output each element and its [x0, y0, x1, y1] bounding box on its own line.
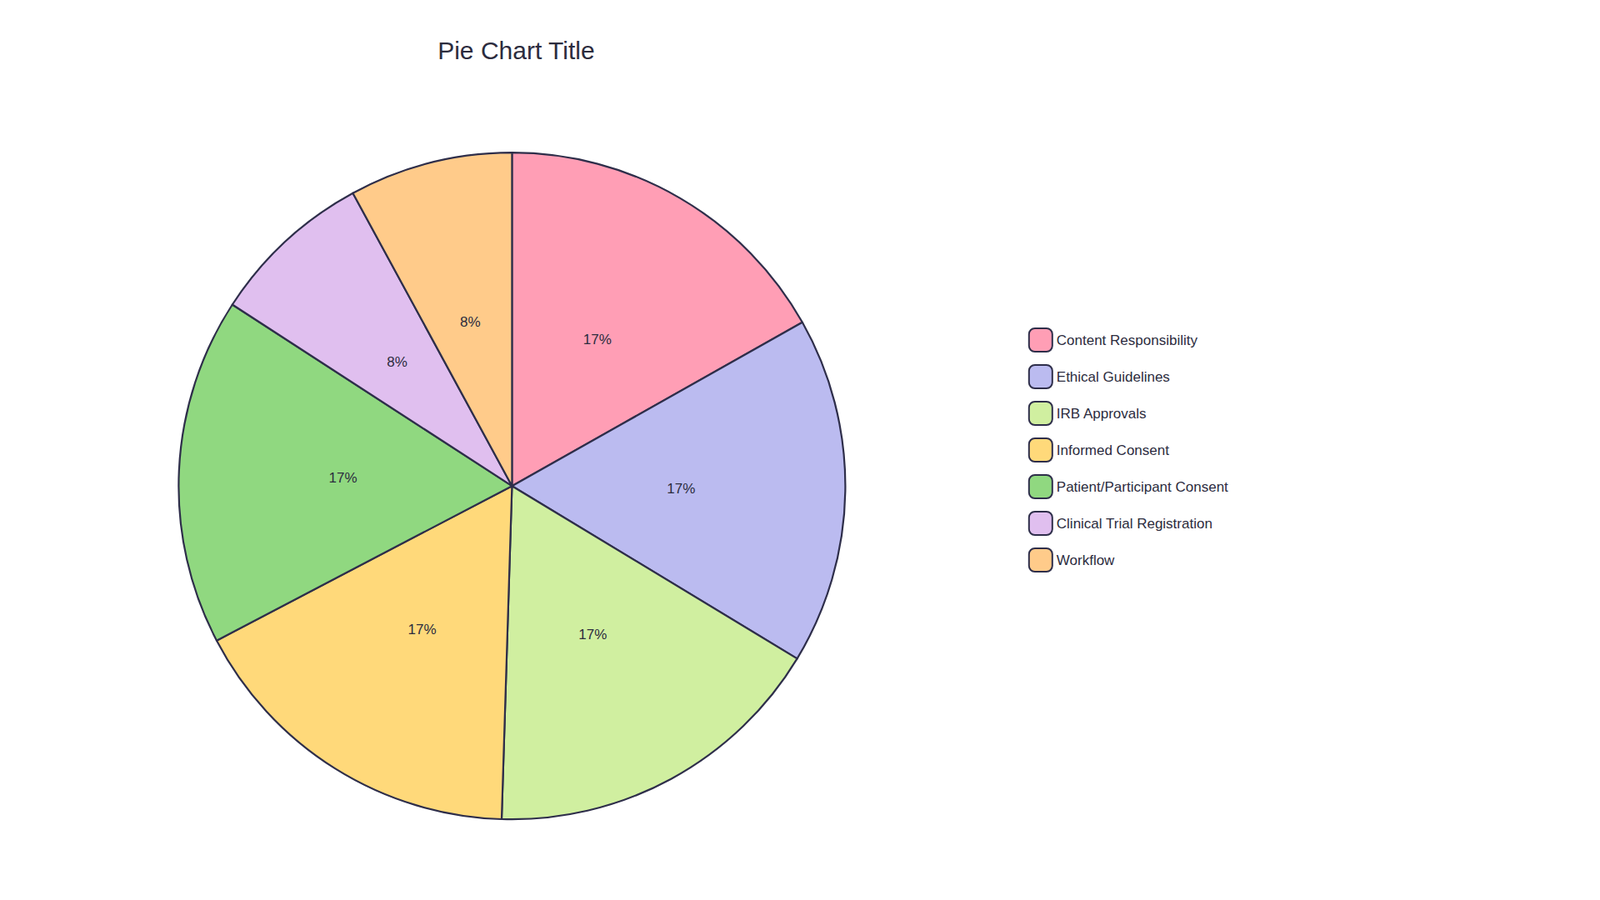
svg-text:Patient/Participant Consent: Patient/Participant Consent: [1056, 479, 1229, 495]
svg-text:17%: 17%: [329, 470, 358, 486]
svg-text:Workflow: Workflow: [1056, 552, 1115, 569]
svg-text:17%: 17%: [583, 331, 612, 348]
svg-text:Ethical Guidelines: Ethical Guidelines: [1056, 369, 1170, 385]
svg-text:17%: 17%: [666, 480, 695, 497]
svg-text:Content Responsibility: Content Responsibility: [1056, 332, 1199, 349]
svg-text:IRB Approvals: IRB Approvals: [1056, 405, 1147, 422]
svg-text:8%: 8%: [460, 314, 481, 330]
svg-text:8%: 8%: [386, 354, 408, 370]
svg-text:17%: 17%: [408, 621, 437, 638]
svg-text:17%: 17%: [578, 626, 607, 643]
svg-text:Clinical Trial Registration: Clinical Trial Registration: [1056, 515, 1213, 532]
svg-text:Pie Chart Title: Pie Chart Title: [437, 36, 595, 65]
svg-text:Informed Consent: Informed Consent: [1056, 442, 1170, 459]
